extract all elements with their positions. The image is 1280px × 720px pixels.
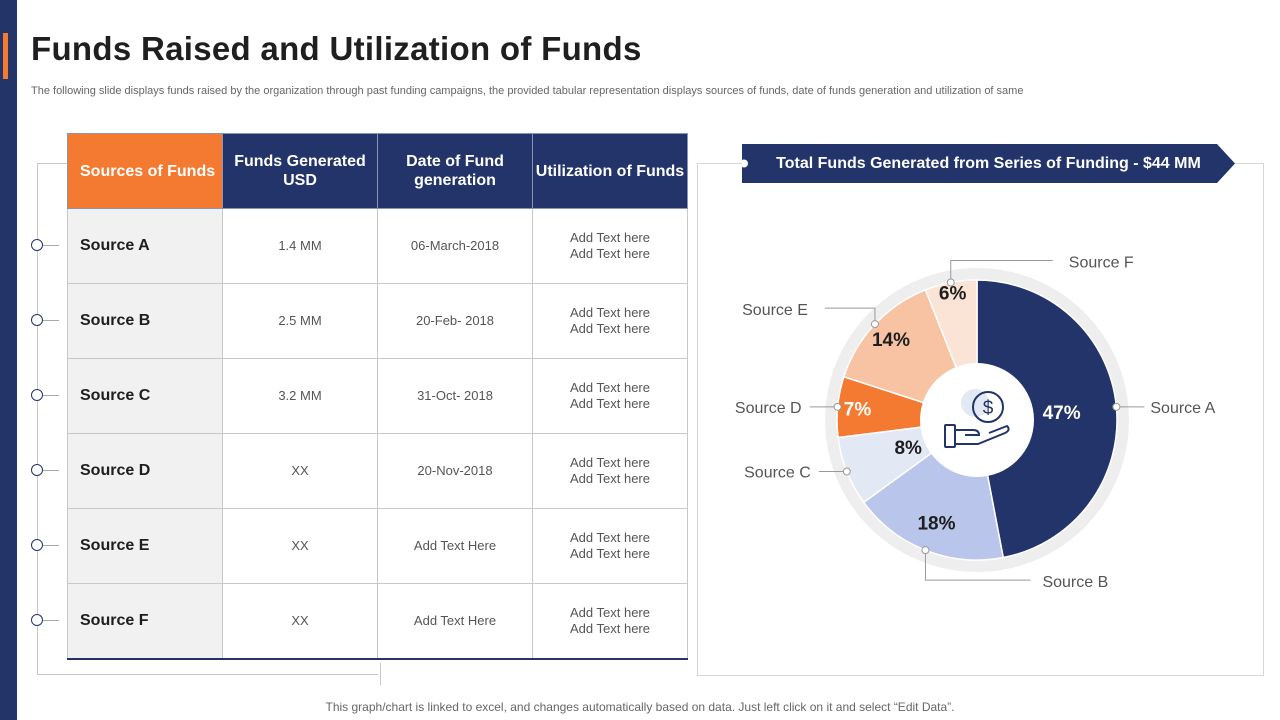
cell-funds: XX xyxy=(222,583,378,660)
cell-funds: XX xyxy=(222,508,378,584)
left-sidebar-stripe xyxy=(0,0,17,720)
cell-funds: 1.4 MM xyxy=(222,208,378,284)
util-line-2: Add Text here xyxy=(570,621,650,636)
cell-date: Add Text Here xyxy=(377,508,533,584)
category-label: Source F xyxy=(1069,254,1134,271)
callout-dot xyxy=(1112,402,1121,411)
cell-source: Source F xyxy=(67,583,223,660)
title-accent-bar xyxy=(3,33,8,79)
cell-source: Source A xyxy=(67,208,223,284)
page-title: Funds Raised and Utilization of Funds xyxy=(31,30,642,67)
funds-table: Sources of Funds Funds Generated USD Dat… xyxy=(67,133,688,660)
svg-text:$: $ xyxy=(983,398,994,419)
cell-date: 31-Oct- 2018 xyxy=(377,358,533,434)
table-row: Source B 2.5 MM 20-Feb- 2018 Add Text he… xyxy=(67,283,688,359)
callout-dot xyxy=(842,467,851,476)
callout-leader-line xyxy=(924,550,1031,581)
row-connector-dot xyxy=(31,239,61,251)
util-line-2: Add Text here xyxy=(570,321,650,336)
funds-table-wrapper: Sources of Funds Funds Generated USD Dat… xyxy=(67,133,688,660)
category-label: Source A xyxy=(1150,400,1215,417)
cell-funds: 2.5 MM xyxy=(222,283,378,359)
cell-funds: XX xyxy=(222,433,378,509)
callout-dot xyxy=(833,402,842,411)
data-label: 7% xyxy=(844,400,872,421)
chart-title: Total Funds Generated from Series of Fun… xyxy=(776,155,1201,172)
cell-source: Source D xyxy=(67,433,223,509)
util-line-2: Add Text here xyxy=(570,396,650,411)
chart-title-banner: Total Funds Generated from Series of Fun… xyxy=(738,144,1235,183)
row-connector-dot xyxy=(31,314,61,326)
util-line-2: Add Text here xyxy=(570,246,650,261)
cell-utilization: Add Text here Add Text here xyxy=(532,358,688,434)
cell-source: Source C xyxy=(67,358,223,434)
pie-chart: 47% Source A 18% Source B 8% Source C 7% Source… xyxy=(735,254,1216,591)
category-label: Source B xyxy=(1042,574,1108,591)
cell-source: Source E xyxy=(67,508,223,584)
row-connector-dot xyxy=(31,464,61,476)
callout-dot xyxy=(870,320,879,329)
data-label: 14% xyxy=(872,330,910,351)
util-line-2: Add Text here xyxy=(570,546,650,561)
hand-holding-dollar-icon: $ xyxy=(944,389,1010,448)
callout-leader-line xyxy=(824,307,876,325)
banner-shape xyxy=(738,144,1235,183)
cell-funds: 3.2 MM xyxy=(222,358,378,434)
header-date: Date of Fund generation xyxy=(377,133,533,209)
cell-date: Add Text Here xyxy=(377,583,533,660)
cell-utilization: Add Text here Add Text here xyxy=(532,208,688,284)
cell-utilization: Add Text here Add Text here xyxy=(532,583,688,660)
cell-date: 20-Feb- 2018 xyxy=(377,283,533,359)
header-funds-generated: Funds Generated USD xyxy=(222,133,378,209)
util-line-1: Add Text here xyxy=(570,605,650,620)
category-label: Source D xyxy=(735,400,802,417)
cell-utilization: Add Text here Add Text here xyxy=(532,508,688,584)
row-connector-dot xyxy=(31,539,61,551)
callout-leader-line xyxy=(950,259,1053,283)
row-connector-dot xyxy=(31,389,61,401)
data-label: 8% xyxy=(894,438,922,459)
category-label: Source C xyxy=(744,465,811,482)
row-connector-dot xyxy=(31,614,61,626)
table-header-row: Sources of Funds Funds Generated USD Dat… xyxy=(67,133,688,209)
category-label: Source E xyxy=(742,302,808,319)
callout-dot xyxy=(946,278,955,287)
table-row: Source D XX 20-Nov-2018 Add Text here Add… xyxy=(67,433,688,509)
data-label: 47% xyxy=(1043,403,1081,424)
pie-center-hole xyxy=(920,363,1034,477)
cell-utilization: Add Text here Add Text here xyxy=(532,283,688,359)
table-row: Source A 1.4 MM 06-March-2018 Add Text h… xyxy=(67,208,688,284)
cell-date: 06-March-2018 xyxy=(377,208,533,284)
util-line-1: Add Text here xyxy=(570,455,650,470)
table-row: Source C 3.2 MM 31-Oct- 2018 Add Text he… xyxy=(67,358,688,434)
footnote: This graph/chart is linked to excel, and… xyxy=(325,700,955,714)
util-line-1: Add Text here xyxy=(570,305,650,320)
data-label: 18% xyxy=(917,513,955,534)
header-sources: Sources of Funds xyxy=(67,133,223,209)
bracket-tick xyxy=(380,663,381,685)
util-line-1: Add Text here xyxy=(570,230,650,245)
util-line-1: Add Text here xyxy=(570,530,650,545)
header-utilization: Utilization of Funds xyxy=(532,133,688,209)
cell-date: 20-Nov-2018 xyxy=(377,433,533,509)
table-row: Source E XX Add Text Here Add Text here A… xyxy=(67,508,688,584)
data-label: 6% xyxy=(939,283,967,304)
table-row: Source F XX Add Text Here Add Text here A… xyxy=(67,583,688,660)
cell-utilization: Add Text here Add Text here xyxy=(532,433,688,509)
util-line-1: Add Text here xyxy=(570,380,650,395)
page-subtitle: The following slide displays funds raise… xyxy=(31,85,1024,97)
cell-source: Source B xyxy=(67,283,223,359)
callout-dot xyxy=(921,546,930,555)
util-line-2: Add Text here xyxy=(570,471,650,486)
